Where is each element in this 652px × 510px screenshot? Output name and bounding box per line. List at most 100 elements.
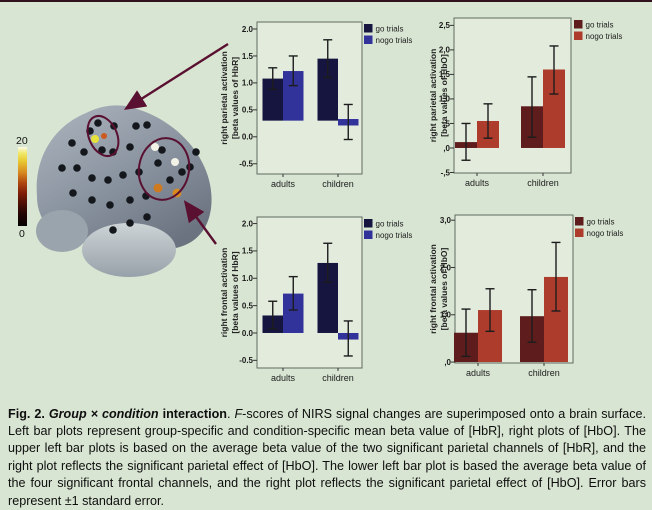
y-axis-label-line1: right parietal activation [428,49,438,143]
y-tick-label: 3,0 [440,216,452,225]
channel-dot [143,121,151,129]
channel-dot [98,146,106,154]
significant-frontal-ellipse [137,137,191,201]
bar-nogo-trials-adults [283,293,304,333]
channel-dot [132,122,140,130]
y-tick-label: 1.0 [242,274,254,283]
brain-lobe-front [82,223,176,277]
y-tick-label: 1.5 [242,52,254,61]
significant-channel-dot-white [171,158,179,166]
x-category-label: adults [465,178,490,188]
colorbar-min-label: 0 [19,228,25,240]
channel-dot [58,164,66,172]
y-axis-label-line1: right frontal activation [428,244,438,334]
caption-segment: F [234,406,243,421]
brain-lobe-left [36,210,88,252]
channel-dot [126,196,134,204]
legend-label-go-trials: go trials [587,218,615,227]
channel-dot [69,189,77,197]
nirs-channel-dots [58,119,200,234]
legend-swatch-go-trials [574,20,583,29]
legend-swatch-go-trials [364,219,373,228]
fscore-colorbar: 20 0 [16,135,28,240]
caption-segment: . [226,406,235,421]
legend-label-go-trials: go trials [376,25,404,34]
y-tick-label: -,5 [441,168,451,177]
y-tick-label: 1,0 [440,311,452,320]
channel-dot [143,213,151,221]
x-category-label: children [527,178,559,188]
channel-dot [166,176,174,184]
y-tick-label: 1.5 [242,247,254,256]
channel-dot [104,176,112,184]
channel-dot [88,174,96,182]
y-axis-label-line2: [beta values of HbO] [439,54,449,137]
channel-dot [73,164,81,172]
bar-charts: 2.0 1.5 1.0 0.5 0.0 -0.5 adults children right p… [219,17,624,383]
legend-label-nogo-trials: nogo trials [376,36,413,45]
y-tick-label: 2,0 [439,46,451,55]
bar-chart-upper-left-parietal-hbr: 2.0 1.5 1.0 0.5 0.0 -0.5 adults children right p… [219,21,413,189]
figure-caption: Fig. 2. Group × condition interaction. F… [8,406,646,510]
legend-swatch-nogo-trials [364,35,373,44]
channel-dot [126,143,134,151]
y-tick-label: ,5 [443,119,450,128]
y-tick-label: 1,5 [439,70,451,79]
channel-dot [88,196,96,204]
significant-parietal-ellipse [86,114,120,158]
bar-go-trials-adults [262,78,283,121]
significant-channel-dot-yellow [91,135,99,143]
colorbar-max-label: 20 [16,135,28,147]
channel-dot [106,201,114,209]
y-axis-label-line2: [beta values of HbR] [230,57,240,139]
bar-nogo-trials-adults [283,71,304,121]
channel-dot [126,219,134,227]
brain-illustration: 20 0 [16,42,229,277]
y-tick-label: ,0 [443,144,450,153]
channel-dot [192,148,200,156]
channel-dot [154,159,162,167]
x-category-label: children [322,373,354,383]
x-category-label: children [528,368,560,378]
arrow-to-parietal-region [123,42,229,110]
x-category-label: adults [271,179,296,189]
y-tick-label: 2,5 [439,21,451,30]
y-tick-label: -0.5 [239,356,253,365]
legend-label-nogo-trials: nogo trials [586,32,623,41]
legend-label-go-trials: go trials [586,21,614,30]
bar-chart-upper-right-parietal-hbo: 2,5 2,0 1,5 1,0 ,5 ,0 -,5 adults children right p… [428,17,623,188]
y-tick-label: 2.0 [242,219,254,228]
caption-segment: Group × condition [48,406,159,421]
bar-chart-lower-left-frontal-hbr: 2.0 1.5 1.0 0.5 0.0 -0.5 adults children right f… [219,216,412,383]
y-tick-label: 2,0 [440,263,452,272]
colorbar-gradient [18,147,27,226]
legend-label-go-trials: go trials [376,220,404,229]
bar-nogo-trials-children [543,69,565,148]
channel-dot [109,226,117,234]
y-axis-label-line1: right parietal activation [219,51,229,145]
significant-channel-dot-orange [153,183,163,193]
y-tick-label: ,0 [444,358,451,367]
caption-segment: interaction [158,406,227,421]
channel-dot [178,168,186,176]
channel-dot [94,119,102,127]
y-axis-label-line1: right frontal activation [219,248,229,338]
x-category-label: adults [466,368,491,378]
bar-go-trials-children [317,262,338,333]
y-axis-label-line2: [beta values of HbO] [439,248,449,331]
legend-swatch-nogo-trials [574,31,583,40]
caption-segment: Fig. 2. [8,406,49,421]
figure-graphics: 20 0 2.0 1.5 1.0 0.5 0.0 -0.5 adults children ri… [16,17,624,383]
figure-top-border [0,0,652,2]
y-tick-label: 0.5 [242,301,254,310]
y-tick-label: 2.0 [242,25,254,34]
legend-swatch-nogo-trials [575,228,584,237]
x-category-label: children [322,179,354,189]
channel-dot [158,146,166,154]
y-tick-label: 0.0 [242,329,254,338]
significant-channel-dot-orange [101,133,107,139]
legend-label-nogo-trials: nogo trials [587,229,624,238]
y-tick-label: 1,0 [439,95,451,104]
caption-segment: -scores of NIRS signal changes are super… [8,406,646,508]
legend-swatch-go-trials [575,217,584,226]
